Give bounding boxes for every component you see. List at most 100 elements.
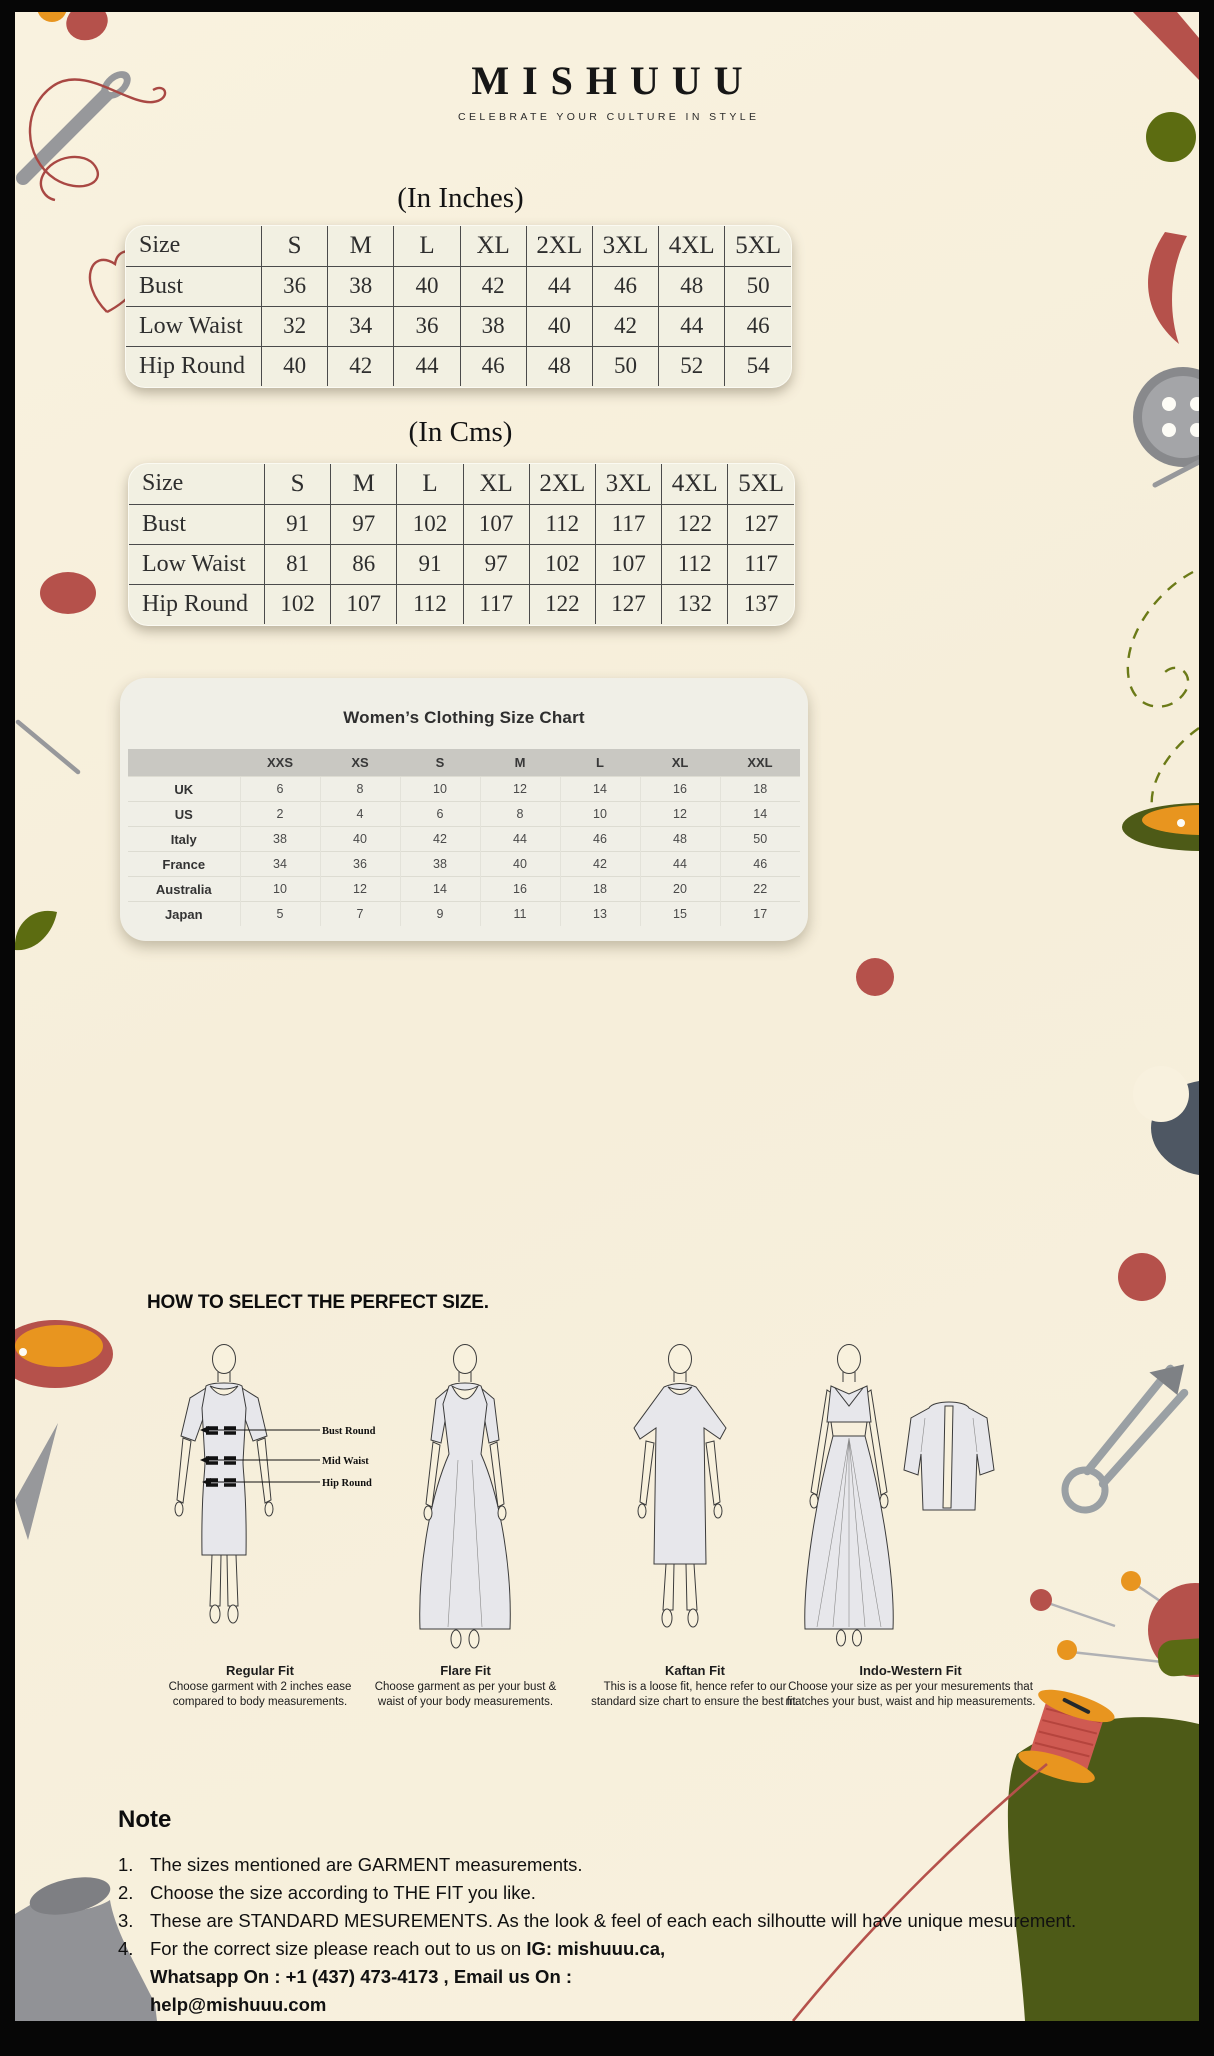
value-cell: 42 xyxy=(327,345,394,386)
value-cell: 48 xyxy=(525,345,593,386)
value-cell: 44 xyxy=(639,851,720,877)
row-label-cell: Bust xyxy=(126,265,262,306)
table-row: UK 6 8 10 12 14 16 18 xyxy=(128,776,800,802)
value-cell: 102 xyxy=(263,583,331,624)
note-item: 2. Choose the size according to THE FIT … xyxy=(118,1879,1113,1907)
header-cell: 4XL xyxy=(661,464,728,504)
row-label-cell: Bust xyxy=(129,503,265,544)
value-cell: 14 xyxy=(399,876,480,902)
value-cell: 40 xyxy=(319,826,400,852)
value-cell: 40 xyxy=(260,345,328,386)
value-cell: 32 xyxy=(260,305,328,346)
value-cell: 91 xyxy=(263,503,331,544)
table-row: Hip Round 40 42 44 46 48 50 52 54 xyxy=(126,345,791,386)
jacket-illustration xyxy=(903,1401,995,1511)
value-cell: 46 xyxy=(459,345,527,386)
value-cell: 122 xyxy=(528,583,596,624)
header-cell: L xyxy=(393,226,461,266)
value-cell: 81 xyxy=(263,543,331,584)
value-cell: 48 xyxy=(639,826,720,852)
header-label-cell xyxy=(128,749,240,777)
value-cell: 18 xyxy=(719,776,800,802)
note-item-text: These are STANDARD MESUREMENTS. As the l… xyxy=(150,1910,1077,1931)
value-cell: 122 xyxy=(661,503,728,544)
row-label-cell: Australia xyxy=(128,876,240,902)
value-cell: 8 xyxy=(479,801,560,827)
row-label-cell: Japan xyxy=(128,901,240,926)
flare-fit-figure xyxy=(419,1344,511,1649)
value-cell: 46 xyxy=(724,305,791,346)
value-cell: 6 xyxy=(239,776,320,802)
value-cell: 12 xyxy=(479,776,560,802)
value-cell: 107 xyxy=(594,543,662,584)
value-cell: 36 xyxy=(260,265,328,306)
note-item-number: 3. xyxy=(118,1910,134,1931)
fit-name: Regular Fit xyxy=(226,1663,294,1678)
header-cell: M xyxy=(327,226,394,266)
value-cell: 42 xyxy=(459,265,527,306)
value-cell: 117 xyxy=(727,543,794,584)
value-cell: 44 xyxy=(393,345,461,386)
header-cell: L xyxy=(560,749,640,777)
table-row: Bust 91 97 102 107 112 117 122 127 xyxy=(129,503,794,544)
header-cell: 2XL xyxy=(528,464,596,504)
value-cell: 44 xyxy=(525,265,593,306)
fit-section-heading: HOW TO SELECT THE PERFECT SIZE. xyxy=(147,1292,489,1313)
value-cell: 107 xyxy=(462,503,530,544)
value-cell: 97 xyxy=(462,543,530,584)
value-cell: 14 xyxy=(719,801,800,827)
value-cell: 40 xyxy=(393,265,461,306)
value-cell: 117 xyxy=(594,503,662,544)
row-label-cell: US xyxy=(128,801,240,827)
value-cell: 5 xyxy=(239,901,320,926)
contact-info: IG: mishuuu.ca, Whatsapp On : +1 (437) 4… xyxy=(150,1938,666,2015)
intl-size-table: XXS XS S M L XL XXL UK 6 8 10 12 14 16 18 US 2 4 6 8 10 12 14 I… xyxy=(128,749,800,926)
value-cell: 16 xyxy=(639,776,720,802)
value-cell: 48 xyxy=(658,265,725,306)
value-cell: 42 xyxy=(559,851,640,877)
value-cell: 40 xyxy=(525,305,593,346)
value-cell: 86 xyxy=(330,543,397,584)
note-item-text: The sizes mentioned are GARMENT measurem… xyxy=(150,1854,583,1875)
value-cell: 2 xyxy=(239,801,320,827)
row-label-cell: Hip Round xyxy=(129,583,265,624)
value-cell: 36 xyxy=(393,305,461,346)
header-cell: 5XL xyxy=(727,464,794,504)
cms-table: Size S M L XL 2XL 3XL 4XL 5XL Bust 91 97 102 107 112 11… xyxy=(129,464,794,624)
page-background: MISHUUU CELEBRATE YOUR CULTURE IN STYLE … xyxy=(15,12,1199,2021)
value-cell: 9 xyxy=(399,901,480,926)
value-cell: 38 xyxy=(399,851,480,877)
value-cell: 50 xyxy=(719,826,800,852)
value-cell: 36 xyxy=(319,851,400,877)
note-heading: Note xyxy=(118,1806,172,1833)
value-cell: 44 xyxy=(658,305,725,346)
value-cell: 16 xyxy=(479,876,560,902)
value-cell: 46 xyxy=(591,265,659,306)
note-item-number: 1. xyxy=(118,1854,134,1875)
value-cell: 44 xyxy=(479,826,560,852)
table-row: France 34 36 38 40 42 44 46 xyxy=(128,851,800,877)
table-row: Japan 5 7 9 11 13 15 17 xyxy=(128,901,800,926)
header-cell: 4XL xyxy=(658,226,725,266)
note-item-number: 4. xyxy=(118,1938,134,1959)
value-cell: 34 xyxy=(327,305,394,346)
note-item-text: Choose the size according to THE FIT you… xyxy=(150,1882,536,1903)
fit-description: Choose garment with 2 inches ease compar… xyxy=(168,1681,352,1709)
table-row: Low Waist 32 34 36 38 40 42 44 46 xyxy=(126,305,791,346)
note-item: 1. The sizes mentioned are GARMENT measu… xyxy=(118,1851,1113,1879)
row-label-cell: Low Waist xyxy=(126,305,262,346)
value-cell: 102 xyxy=(396,503,464,544)
value-cell: 15 xyxy=(639,901,720,926)
fit-description: Choose your size as per your mesurements… xyxy=(785,1681,1036,1709)
row-label-cell: Italy xyxy=(128,826,240,852)
value-cell: 38 xyxy=(459,305,527,346)
value-cell: 40 xyxy=(479,851,560,877)
value-cell: 54 xyxy=(724,345,791,386)
flare-fit-caption: Flare Fit Choose garment as per your bus… xyxy=(363,1663,568,1711)
header-cell: S xyxy=(400,749,480,777)
value-cell: 46 xyxy=(559,826,640,852)
value-cell: 50 xyxy=(724,265,791,306)
inches-table: Size S M L XL 2XL 3XL 4XL 5XL Bust 36 38 40 42 44 46 48 5… xyxy=(126,226,791,386)
value-cell: 117 xyxy=(462,583,530,624)
